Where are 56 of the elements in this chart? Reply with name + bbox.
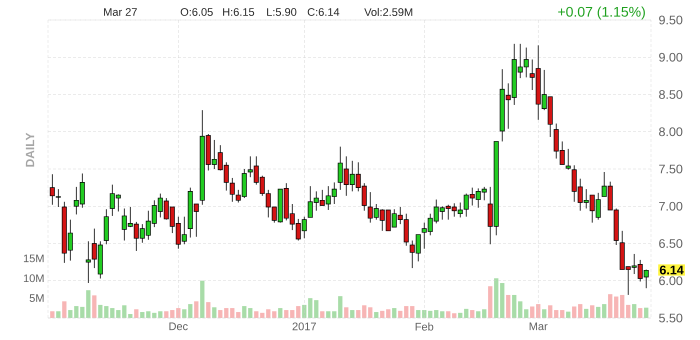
candlestick <box>50 174 55 206</box>
y-tick-label: 6.00 <box>659 276 682 286</box>
bar <box>506 294 510 318</box>
bar <box>350 310 354 318</box>
bar <box>62 301 66 318</box>
candlestick <box>86 240 91 284</box>
bar <box>374 312 378 318</box>
y2-tick-label: 5M <box>30 294 44 302</box>
bar <box>392 308 396 318</box>
bar <box>134 309 138 318</box>
bar <box>206 302 210 318</box>
bar <box>632 304 636 318</box>
bar <box>644 308 648 318</box>
bar <box>638 308 642 318</box>
candlestick <box>104 208 109 245</box>
y-tick-label: 7.50 <box>659 164 682 174</box>
text: Vol:2.59M <box>364 8 412 16</box>
candlestick <box>230 178 235 202</box>
bar <box>320 311 324 318</box>
candlestick <box>56 188 61 208</box>
y-tick-label: 8.50 <box>659 90 682 99</box>
bar <box>50 311 54 318</box>
bar <box>200 280 204 318</box>
text: L:5.90 <box>267 8 296 16</box>
bar <box>344 307 348 318</box>
y-tick-label: 6.50 <box>659 239 682 248</box>
text: 6.14 <box>660 266 684 274</box>
x-tick-label: 2017 <box>292 322 316 330</box>
bar <box>488 286 492 318</box>
y-tick-label: 7.00 <box>659 202 682 211</box>
bar <box>194 301 198 318</box>
y2-tick-label: 15M <box>24 254 44 262</box>
x-tick-label: Dec <box>169 322 188 330</box>
bar <box>590 305 594 318</box>
y2-tick-label: 10M <box>24 274 44 282</box>
x-tick-label: Feb <box>416 322 434 331</box>
y-tick-label: 9.00 <box>659 52 682 62</box>
text: O:6.05 <box>180 8 213 16</box>
candlestick <box>566 148 571 170</box>
bar <box>470 310 474 318</box>
text: C:6.14 <box>308 8 340 16</box>
y-tick-label: 8.00 <box>659 127 682 136</box>
bar <box>584 308 588 318</box>
bar <box>92 295 96 318</box>
bar <box>542 309 546 318</box>
text: +0.07 (1.15%) <box>558 6 645 20</box>
bar <box>212 307 216 318</box>
x-tick-label: Mar <box>530 322 548 330</box>
y-tick-label: 5.50 <box>659 314 682 322</box>
text: Mar 27 <box>104 8 137 16</box>
bar <box>56 311 60 318</box>
text: H:6.15 <box>223 8 254 16</box>
y-tick-label: 9.50 <box>659 16 682 24</box>
text: DAILY <box>26 132 34 167</box>
bar <box>278 308 282 318</box>
bar <box>566 312 570 318</box>
